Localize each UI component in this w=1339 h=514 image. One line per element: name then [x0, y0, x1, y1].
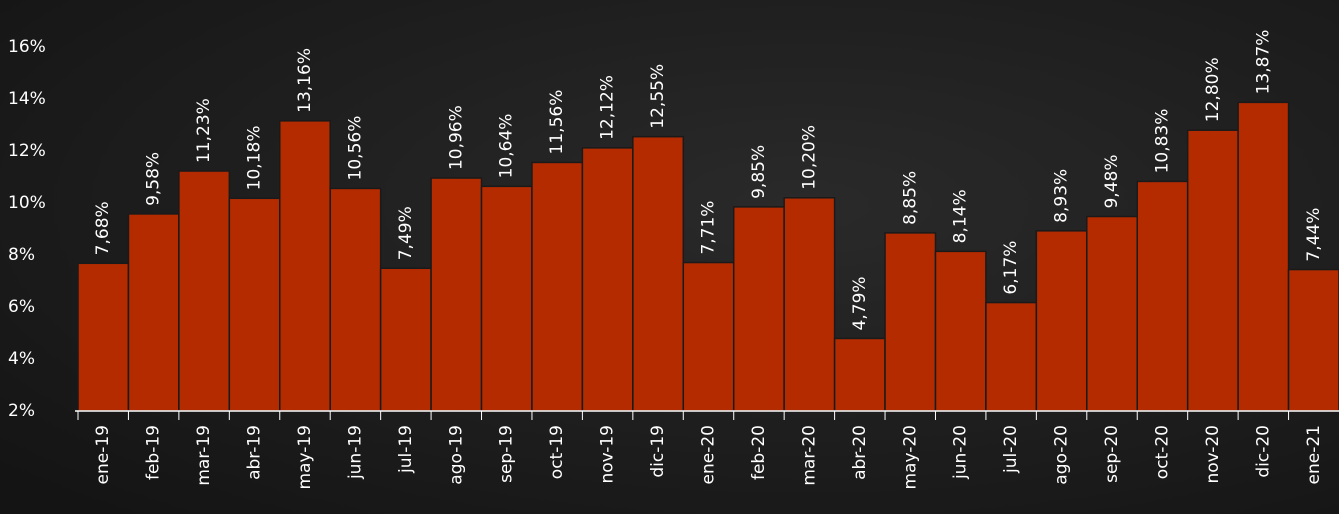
value-label: 9,85% [749, 145, 769, 199]
bar [329, 187, 382, 412]
value-label: 7,49% [396, 206, 416, 260]
bar [1237, 101, 1290, 412]
x-tick-label: abr-20 [850, 425, 870, 480]
x-tick-label: may-20 [900, 425, 920, 490]
bar [430, 177, 483, 412]
y-tick-label: 8% [8, 245, 35, 265]
value-label: 7,71% [699, 201, 719, 255]
bar [178, 170, 231, 412]
bar [279, 120, 331, 412]
bar [531, 161, 584, 412]
bar [833, 337, 886, 412]
value-label: 11,56% [547, 90, 567, 155]
bar [1186, 129, 1239, 412]
value-label: 12,12% [598, 75, 618, 140]
value-label: 10,83% [1152, 109, 1172, 174]
x-tick-label: jun-19 [345, 425, 365, 480]
bar [480, 185, 533, 412]
bar [127, 213, 180, 412]
x-tick-label: feb-19 [144, 425, 164, 480]
value-label: 11,23% [194, 98, 214, 163]
value-label: 7,44% [1304, 208, 1324, 262]
x-tick-label: mar-20 [799, 425, 819, 486]
value-label: 10,18% [245, 125, 265, 190]
x-tick-label: may-19 [295, 425, 315, 490]
value-label: 10,56% [345, 116, 365, 181]
value-label: 10,96% [446, 105, 466, 170]
x-tick-label: nov-19 [598, 425, 618, 484]
x-tick-label: mar-19 [194, 425, 214, 486]
y-tick-label: 6% [8, 297, 35, 317]
bar [1287, 268, 1339, 412]
bar [682, 261, 735, 412]
x-tick-label: jul-19 [396, 425, 416, 474]
x-tick-label: sep-19 [497, 425, 517, 483]
x-tick-label: abr-19 [245, 425, 265, 480]
x-tick-label: jun-20 [951, 425, 971, 480]
x-tick-label: dic-20 [1253, 425, 1273, 478]
x-tick-label: nov-20 [1203, 425, 1223, 484]
bar [732, 206, 785, 412]
x-tick-label: sep-20 [1102, 425, 1122, 483]
bar [77, 262, 130, 412]
x-tick-label: feb-20 [749, 425, 769, 480]
value-label: 10,20% [799, 125, 819, 190]
bar [1086, 215, 1138, 412]
value-label: 6,17% [1001, 241, 1021, 295]
y-tick-label: 16% [8, 37, 46, 57]
value-label: 12,55% [648, 64, 668, 129]
bar [632, 135, 685, 412]
value-label: 9,58% [144, 152, 164, 206]
value-label: 12,80% [1203, 57, 1223, 122]
bar [379, 267, 432, 412]
bar [985, 301, 1038, 412]
x-tick-label: ene-19 [93, 425, 113, 484]
value-label: 13,16% [295, 48, 315, 113]
value-label: 8,85% [900, 171, 920, 225]
bar [1136, 180, 1189, 412]
bar [581, 147, 634, 412]
y-tick-label: 10% [8, 193, 46, 213]
value-label: 8,14% [951, 189, 971, 243]
bar [783, 197, 836, 412]
value-label: 7,68% [93, 201, 113, 255]
y-tick-label: 12% [8, 141, 46, 161]
bar [884, 232, 937, 412]
bar [228, 197, 281, 412]
x-tick-label: ene-21 [1304, 425, 1324, 484]
bar [1035, 230, 1088, 412]
y-tick-label: 2% [8, 401, 35, 421]
value-label: 9,48% [1102, 155, 1122, 209]
value-label: 4,79% [850, 276, 870, 330]
value-label: 10,64% [497, 114, 517, 179]
bar [934, 250, 987, 412]
x-tick-label: oct-20 [1152, 425, 1172, 479]
value-label: 8,93% [1052, 169, 1072, 223]
y-tick-label: 14% [8, 89, 46, 109]
x-tick-label: dic-19 [648, 425, 668, 478]
x-tick-label: jul-20 [1001, 425, 1021, 474]
x-tick-label: ago-20 [1052, 425, 1072, 485]
x-tick-label: ene-20 [699, 425, 719, 484]
x-tick-label: oct-19 [547, 425, 567, 479]
x-tick-label: ago-19 [446, 425, 466, 485]
value-label: 13,87% [1253, 30, 1273, 95]
y-tick-label: 4% [8, 349, 35, 369]
